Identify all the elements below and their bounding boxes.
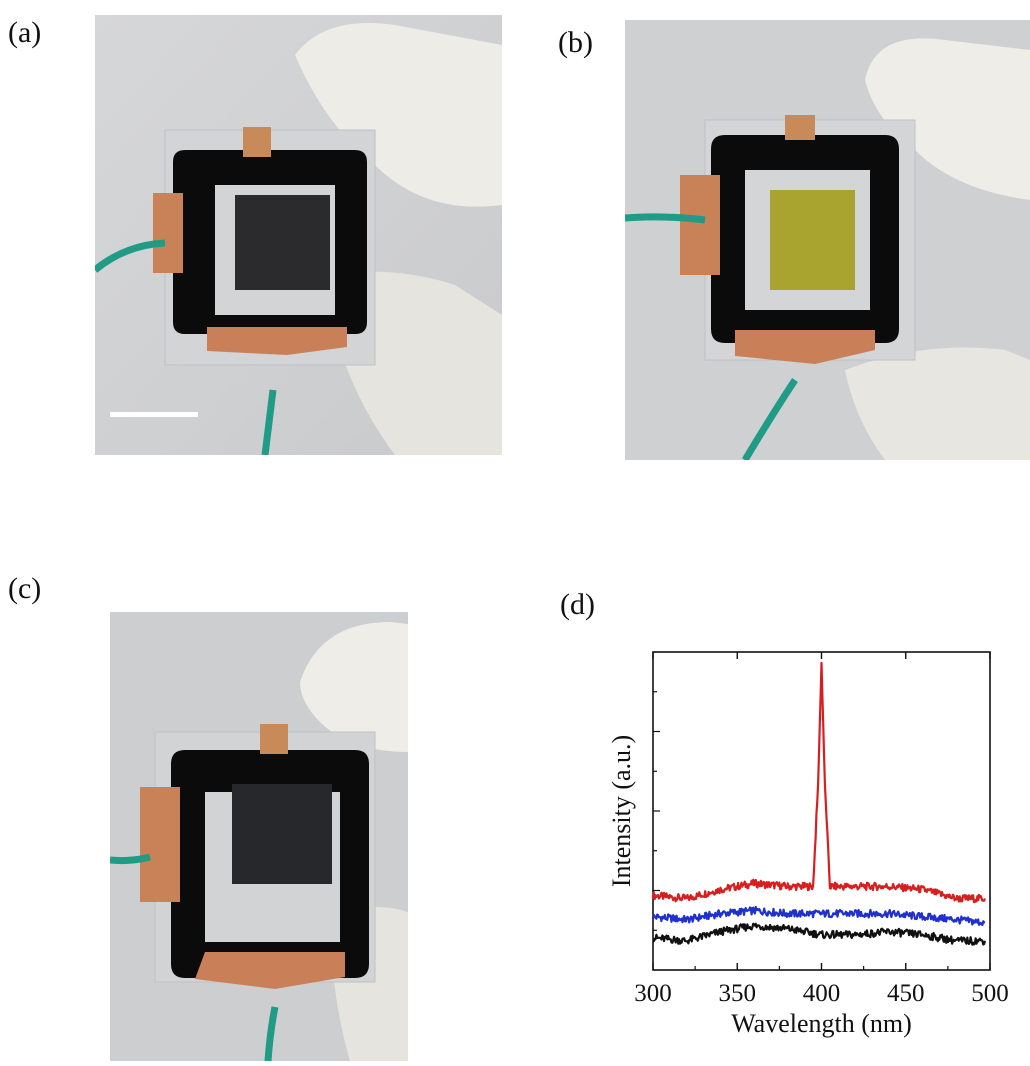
- series-line-3: [652, 922, 986, 946]
- panel-label-c: (c): [8, 572, 42, 605]
- scale-bar: [110, 412, 198, 417]
- x-tick-label: 400: [803, 980, 841, 1007]
- panel-label-a: (a): [8, 16, 42, 49]
- film-sample: [232, 784, 332, 884]
- film-sample: [235, 195, 330, 290]
- x-axis-label: Wavelength (nm): [731, 1009, 912, 1038]
- device-photo-c: [110, 612, 408, 1061]
- panel-label-d: (d): [560, 588, 595, 621]
- panel-label-b: (b): [558, 26, 593, 59]
- device-photo-a: [95, 15, 502, 455]
- device-photo-b: [625, 20, 1030, 460]
- x-tick-label: 300: [634, 980, 672, 1007]
- series-line-2: [651, 905, 986, 927]
- x-tick-label: 500: [971, 980, 1009, 1007]
- x-tick-label: 350: [719, 980, 757, 1007]
- x-tick-label: 450: [887, 980, 925, 1007]
- spectrum-chart: 300 350 400 450 500 Wavelength (nm) Intensity …: [560, 630, 1030, 1061]
- film-sample: [770, 190, 855, 290]
- series-line-1: [651, 661, 986, 904]
- y-axis-label: Intensity (a.u.): [607, 735, 636, 887]
